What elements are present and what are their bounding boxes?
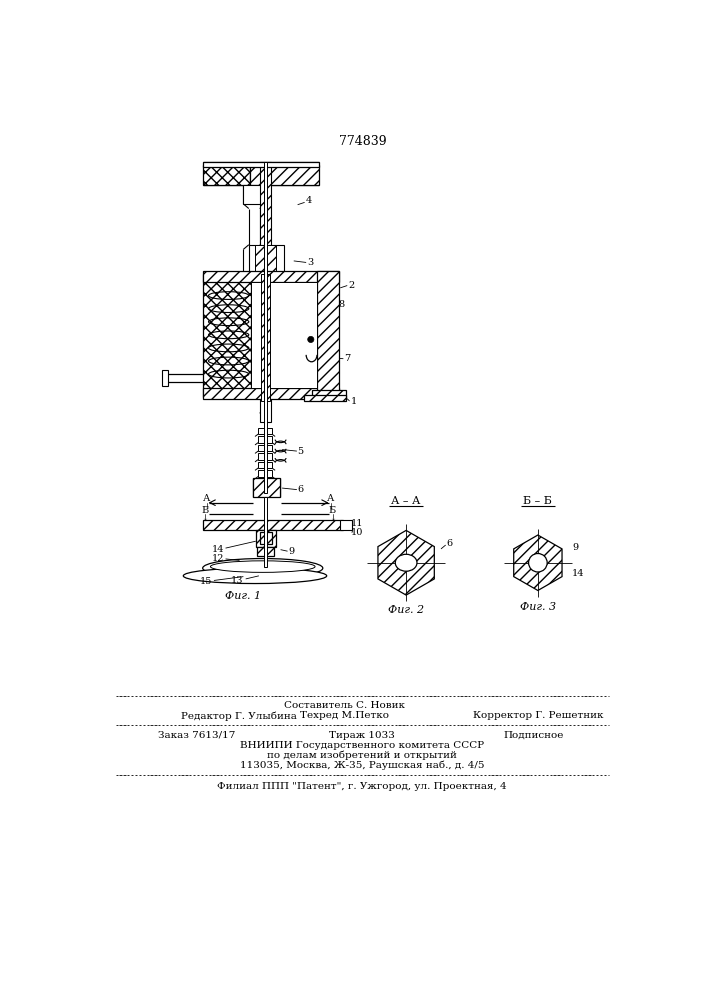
Text: 4: 4 — [305, 196, 312, 205]
Text: 7: 7 — [344, 354, 351, 363]
Bar — [243, 185, 267, 204]
Text: Корректор Г. Решетник: Корректор Г. Решетник — [472, 711, 603, 720]
Text: Редактор Г. Улыбина: Редактор Г. Улыбина — [182, 711, 297, 721]
Text: 8: 8 — [339, 300, 345, 309]
Bar — [259, 162, 271, 305]
Text: Заказ 7613/17: Заказ 7613/17 — [158, 731, 235, 740]
Bar — [251, 282, 317, 388]
Bar — [258, 470, 272, 477]
Bar — [249, 245, 284, 274]
Text: 11: 11 — [351, 519, 363, 528]
Bar — [258, 462, 272, 468]
Text: 14: 14 — [572, 569, 585, 578]
Text: 6: 6 — [298, 485, 304, 494]
Text: Б: Б — [201, 506, 209, 515]
Bar — [258, 436, 272, 443]
Polygon shape — [378, 530, 434, 595]
Text: по делам изобретений и открытий: по делам изобретений и открытий — [267, 750, 457, 760]
Text: Филиал ППП "Патент", г. Ужгород, ул. Проектная, 4: Филиал ППП "Патент", г. Ужгород, ул. Про… — [217, 782, 507, 791]
Bar — [261, 274, 270, 401]
Bar — [256, 530, 276, 547]
Text: ↓: ↓ — [203, 503, 210, 511]
Bar — [253, 478, 280, 497]
Text: 3: 3 — [307, 258, 313, 267]
Ellipse shape — [211, 561, 315, 572]
Text: А: А — [202, 494, 210, 503]
Text: Фиг. 2: Фиг. 2 — [388, 605, 424, 615]
Text: А – А: А – А — [392, 496, 421, 506]
Text: 774839: 774839 — [339, 135, 387, 148]
Bar — [259, 532, 272, 544]
Text: 14: 14 — [211, 545, 224, 554]
Bar — [258, 445, 272, 451]
Text: Составитель С. Новик: Составитель С. Новик — [284, 701, 404, 710]
Bar — [203, 520, 343, 530]
Text: ВНИИПИ Государственного комитета СССР: ВНИИПИ Государственного комитета СССР — [240, 741, 484, 750]
Text: Б: Б — [329, 506, 336, 515]
Text: 113035, Москва, Ж-35, Раушская наб., д. 4/5: 113035, Москва, Ж-35, Раушская наб., д. … — [240, 761, 484, 770]
Text: ↓: ↓ — [327, 503, 334, 511]
Text: Фиг. 3: Фиг. 3 — [520, 602, 556, 612]
Bar — [340, 520, 352, 530]
Text: Фиг. 1: Фиг. 1 — [226, 591, 262, 601]
Circle shape — [308, 336, 314, 343]
Text: 9: 9 — [288, 547, 294, 556]
Text: 6: 6 — [446, 539, 452, 548]
Bar — [257, 547, 274, 556]
Bar — [203, 165, 250, 185]
Text: 9: 9 — [572, 543, 578, 552]
Text: 12: 12 — [211, 554, 224, 563]
Bar — [264, 162, 267, 493]
Text: Подписное: Подписное — [504, 731, 564, 740]
Polygon shape — [514, 535, 562, 590]
Bar — [203, 271, 339, 282]
Text: ↓: ↓ — [329, 514, 336, 522]
Bar — [203, 388, 339, 399]
Text: Тираж 1033: Тираж 1033 — [329, 731, 395, 740]
Text: 10: 10 — [351, 528, 363, 537]
Ellipse shape — [395, 554, 417, 571]
Bar — [258, 479, 272, 485]
Bar — [258, 453, 272, 460]
Text: Б – Б: Б – Б — [523, 496, 552, 506]
Bar — [317, 271, 339, 399]
Text: 1: 1 — [351, 397, 356, 406]
Bar — [259, 399, 271, 422]
Bar — [203, 162, 320, 167]
Text: 13: 13 — [231, 576, 243, 585]
Bar — [312, 389, 346, 399]
Text: 15: 15 — [200, 578, 212, 586]
Circle shape — [529, 554, 547, 572]
Bar — [203, 274, 251, 397]
Text: 2: 2 — [348, 281, 354, 290]
Text: ↓: ↓ — [201, 514, 208, 522]
Bar — [255, 245, 276, 274]
Bar — [258, 428, 272, 434]
Bar — [304, 395, 346, 401]
Ellipse shape — [203, 559, 323, 578]
Text: 5: 5 — [298, 447, 304, 456]
Bar — [264, 497, 267, 567]
Bar — [250, 165, 320, 185]
Ellipse shape — [183, 568, 327, 584]
Bar — [162, 370, 168, 386]
Text: А: А — [327, 494, 334, 503]
Text: Техред М.Петко: Техред М.Петко — [300, 711, 389, 720]
